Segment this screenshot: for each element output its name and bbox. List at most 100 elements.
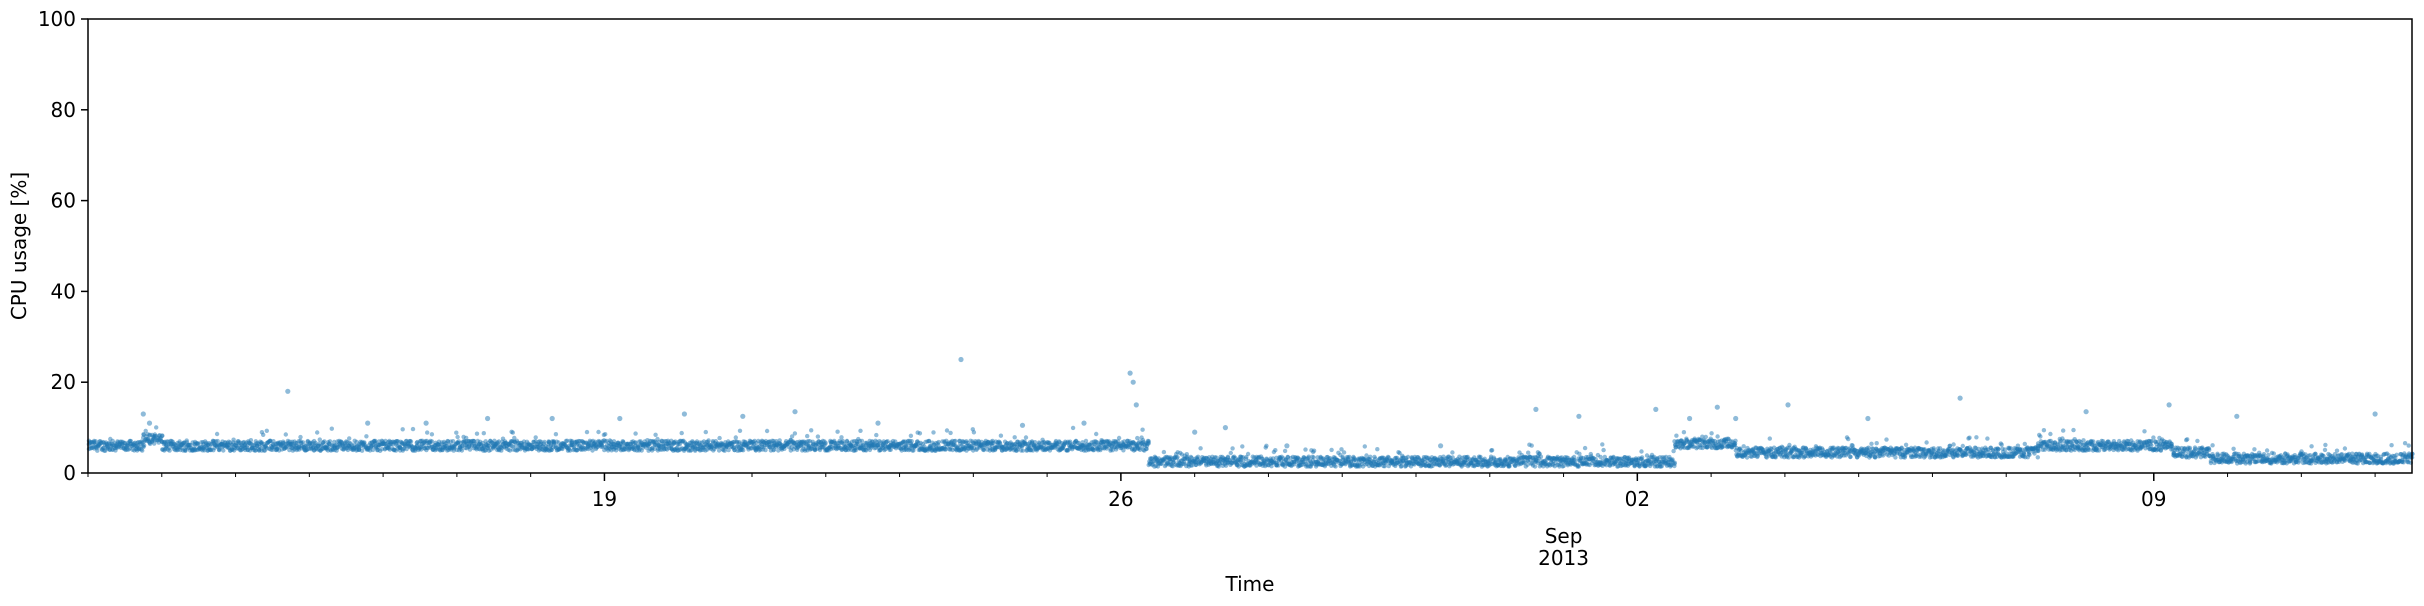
data-point: [455, 434, 460, 440]
data-point: [1582, 445, 1588, 451]
data-point: [315, 430, 320, 435]
data-point: [2041, 428, 2047, 433]
data-point: [1874, 441, 1879, 446]
data-point: [264, 428, 269, 433]
data-point: [953, 438, 958, 444]
data-point: [1094, 431, 1099, 437]
data-point: [1709, 431, 1714, 436]
data-point: [248, 438, 254, 443]
data-point: [215, 438, 220, 444]
data-point: [2210, 443, 2215, 448]
data-point: [2195, 438, 2200, 444]
data-point: [512, 435, 517, 441]
data-point: [1893, 455, 1898, 460]
data-point: [1538, 454, 1544, 459]
data-point: [565, 438, 570, 443]
data-point: [596, 429, 601, 435]
data-point: [261, 432, 266, 437]
data-point: [410, 426, 416, 432]
data-point: [1020, 448, 1026, 453]
data-point: [971, 430, 977, 435]
data-point: [997, 440, 1002, 445]
data-point: [474, 431, 480, 436]
data-point: [1869, 441, 1874, 446]
data-point: [764, 428, 770, 434]
data-point: [737, 428, 743, 433]
data-point: [359, 448, 365, 453]
data-point: [481, 431, 486, 436]
data-point: [2036, 448, 2041, 453]
data-point: [908, 433, 914, 438]
data-points-layer: [86, 356, 2415, 469]
data-point: [95, 448, 100, 453]
data-point: [2038, 434, 2043, 439]
data-point: [621, 439, 626, 444]
data-point: [1741, 444, 1746, 449]
data-point: [459, 448, 465, 453]
data-point: [1450, 450, 1455, 455]
data-point: [486, 443, 491, 448]
data-point: [464, 435, 469, 441]
data-point: [1240, 444, 1245, 449]
data-point: [370, 447, 376, 453]
data-point: [379, 447, 384, 452]
data-point: [653, 432, 658, 437]
data-point: [433, 445, 439, 450]
data-point: [2022, 441, 2028, 447]
data-point: [1198, 446, 1203, 451]
data-point: [858, 428, 863, 433]
data-point: [722, 448, 727, 453]
data-point: [1985, 436, 1990, 441]
data-point: [93, 439, 98, 444]
data-point: [1996, 447, 2001, 452]
data-point: [1396, 450, 1401, 455]
data-point: [2081, 438, 2086, 443]
data-point: [1703, 434, 1709, 440]
data-point: [2061, 428, 2066, 433]
data-point: [763, 447, 768, 453]
data-point: [154, 425, 159, 430]
data-point: [321, 440, 326, 445]
data-point: [533, 435, 538, 440]
data-point: [2026, 450, 2032, 455]
data-point: [1264, 443, 1269, 448]
data-point: [633, 440, 638, 445]
data-point: [1526, 450, 1531, 455]
data-point: [1903, 442, 1909, 447]
data-point: [717, 435, 722, 441]
data-point: [1715, 434, 1720, 439]
data-point: [1601, 447, 1606, 453]
data-point: [454, 430, 459, 435]
data-point: [1671, 448, 1676, 454]
data-point: [429, 439, 435, 444]
data-point: [633, 431, 638, 436]
data-point: [1779, 444, 1785, 449]
data-point: [1681, 430, 1687, 435]
data-point: [1960, 443, 1966, 449]
data-point: [1368, 454, 1373, 459]
data-point: [429, 432, 435, 437]
data-point: [332, 439, 337, 445]
data-point: [1140, 427, 1145, 432]
data-point: [400, 427, 405, 432]
data-point: [1228, 450, 1234, 456]
data-point: [1269, 464, 1274, 469]
data-point: [1489, 448, 1495, 453]
data-point: [184, 438, 189, 443]
data-point: [874, 432, 879, 438]
data-point: [2185, 437, 2190, 442]
data-point: [1023, 435, 1029, 440]
data-point: [1311, 448, 1317, 453]
data-point: [364, 434, 369, 439]
data-point: [835, 429, 840, 434]
data-point: [1674, 433, 1679, 438]
data-point: [1884, 437, 1889, 442]
data-point: [805, 433, 810, 439]
data-point: [2205, 446, 2211, 451]
data-point: [998, 433, 1004, 438]
data-point: [1600, 442, 1605, 447]
data-point: [301, 440, 306, 445]
data-point: [584, 429, 590, 435]
data-point: [1974, 435, 1979, 440]
